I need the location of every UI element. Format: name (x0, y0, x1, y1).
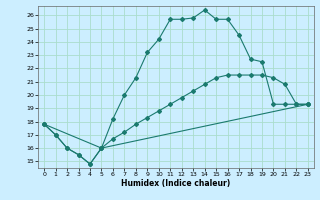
X-axis label: Humidex (Indice chaleur): Humidex (Indice chaleur) (121, 179, 231, 188)
